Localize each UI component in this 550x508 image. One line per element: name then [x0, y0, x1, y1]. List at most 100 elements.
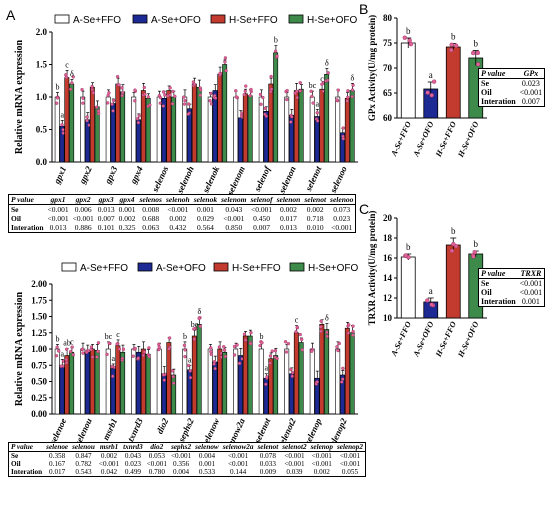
bar — [289, 373, 294, 415]
bar — [242, 335, 248, 415]
data-point — [310, 349, 314, 353]
significance-label: b — [406, 26, 411, 36]
y-tick-label: 0.75 — [31, 360, 47, 370]
data-point — [273, 349, 278, 353]
bar — [166, 342, 172, 415]
data-point — [351, 329, 355, 334]
bar — [284, 96, 290, 163]
x-tick-label: A-Se+OFO — [411, 120, 436, 159]
data-point — [96, 349, 100, 354]
table-cell: 0.688 — [142, 214, 160, 223]
data-point — [260, 341, 264, 345]
table-cell: 0.850 — [225, 223, 243, 232]
table-cell: 0.002 — [313, 468, 330, 476]
data-point — [300, 348, 304, 352]
table-cell: <0.001 — [227, 460, 249, 468]
data-point — [319, 325, 323, 329]
x-tick-label: H-Se+FFO — [433, 320, 458, 359]
data-point — [258, 344, 262, 348]
data-point — [131, 354, 135, 358]
significance-label: a — [111, 354, 115, 363]
table-cell: <0.001 — [47, 214, 69, 223]
significance-label: b — [474, 39, 479, 49]
bar — [196, 86, 202, 163]
y-tick-label: 2.0 — [36, 27, 48, 37]
bar — [268, 83, 274, 163]
table-header-row: P value gpx1 gpx2 gpx3 gpx4 selenos selenoh sel… — [9, 195, 356, 205]
legend-label: H-Se+FFO — [232, 263, 281, 274]
data-point — [326, 71, 330, 75]
data-point — [337, 341, 341, 346]
table-cell: <0.001 — [47, 205, 69, 214]
bar — [131, 348, 137, 415]
significance-label: δ — [351, 73, 355, 82]
y-tick-label: 65 — [383, 88, 393, 98]
significance-label: bc — [191, 320, 199, 329]
legend-swatch — [54, 14, 70, 24]
data-point — [345, 99, 349, 103]
y-tick-label: 1.50 — [31, 312, 47, 322]
bar — [298, 342, 304, 415]
bar — [238, 117, 243, 163]
bar — [268, 358, 274, 415]
data-point — [264, 382, 268, 386]
data-point — [107, 341, 111, 345]
y-tick-label: 18 — [383, 233, 393, 243]
table-cell: selenop — [308, 443, 335, 452]
data-point — [90, 84, 94, 89]
data-point — [263, 106, 267, 111]
table-row: Oil <0.001 — [479, 88, 544, 97]
data-point — [325, 334, 329, 339]
data-point — [110, 364, 114, 369]
table-cell: gpx4 — [116, 195, 138, 205]
data-point — [167, 336, 172, 340]
data-point — [133, 346, 137, 351]
data-point — [295, 95, 299, 100]
data-point — [96, 109, 101, 113]
table-cell: <0.001 — [339, 460, 361, 468]
table-cell: 0.006 — [74, 205, 92, 214]
panel-B: B 60 65 70 75 80 GPx Activity(U/mg protein) b A-… — [359, 1, 487, 160]
data-point — [335, 345, 339, 349]
table-cell: msrb1 — [96, 443, 122, 452]
table-cell: selenoe — [44, 443, 71, 452]
data-point — [71, 75, 75, 79]
data-point — [298, 332, 302, 337]
significance-label: a — [264, 364, 268, 373]
table-cell: 0.007 — [253, 223, 270, 232]
bar — [120, 91, 126, 163]
table-cell: 0.013 — [49, 223, 67, 232]
legend-swatch — [213, 262, 229, 272]
legend-swatch — [210, 14, 226, 24]
data-point — [402, 35, 407, 40]
data-point — [223, 354, 228, 359]
data-point — [54, 354, 59, 358]
data-point — [171, 375, 175, 379]
pvalue-table-top: P value gpx1 gpx2 gpx3 gpx4 selenos selenoh sel… — [8, 194, 357, 233]
table-row: Se 0.023 — [479, 79, 544, 88]
significance-label: b — [55, 334, 59, 343]
bar — [217, 348, 223, 415]
significance-label: ab — [63, 338, 71, 347]
data-point — [235, 343, 239, 347]
table-cell: <0.001 — [311, 452, 332, 460]
data-point — [407, 38, 412, 43]
significance-label: b — [406, 242, 411, 252]
data-point — [161, 90, 166, 94]
data-point — [275, 356, 279, 361]
data-point — [232, 344, 237, 349]
significance-label: δ — [325, 58, 329, 67]
data-point — [147, 346, 151, 350]
data-point — [94, 105, 99, 109]
table-cell: selenos — [137, 195, 164, 205]
data-point — [111, 374, 115, 378]
bar — [273, 52, 279, 163]
table-cell: 0.564 — [196, 223, 214, 232]
data-point — [107, 91, 111, 95]
data-point — [289, 367, 293, 372]
data-point — [57, 349, 61, 353]
significance-label: b — [274, 36, 278, 45]
data-point — [248, 341, 253, 346]
data-point — [186, 363, 191, 368]
row-label: Oil — [11, 460, 21, 468]
